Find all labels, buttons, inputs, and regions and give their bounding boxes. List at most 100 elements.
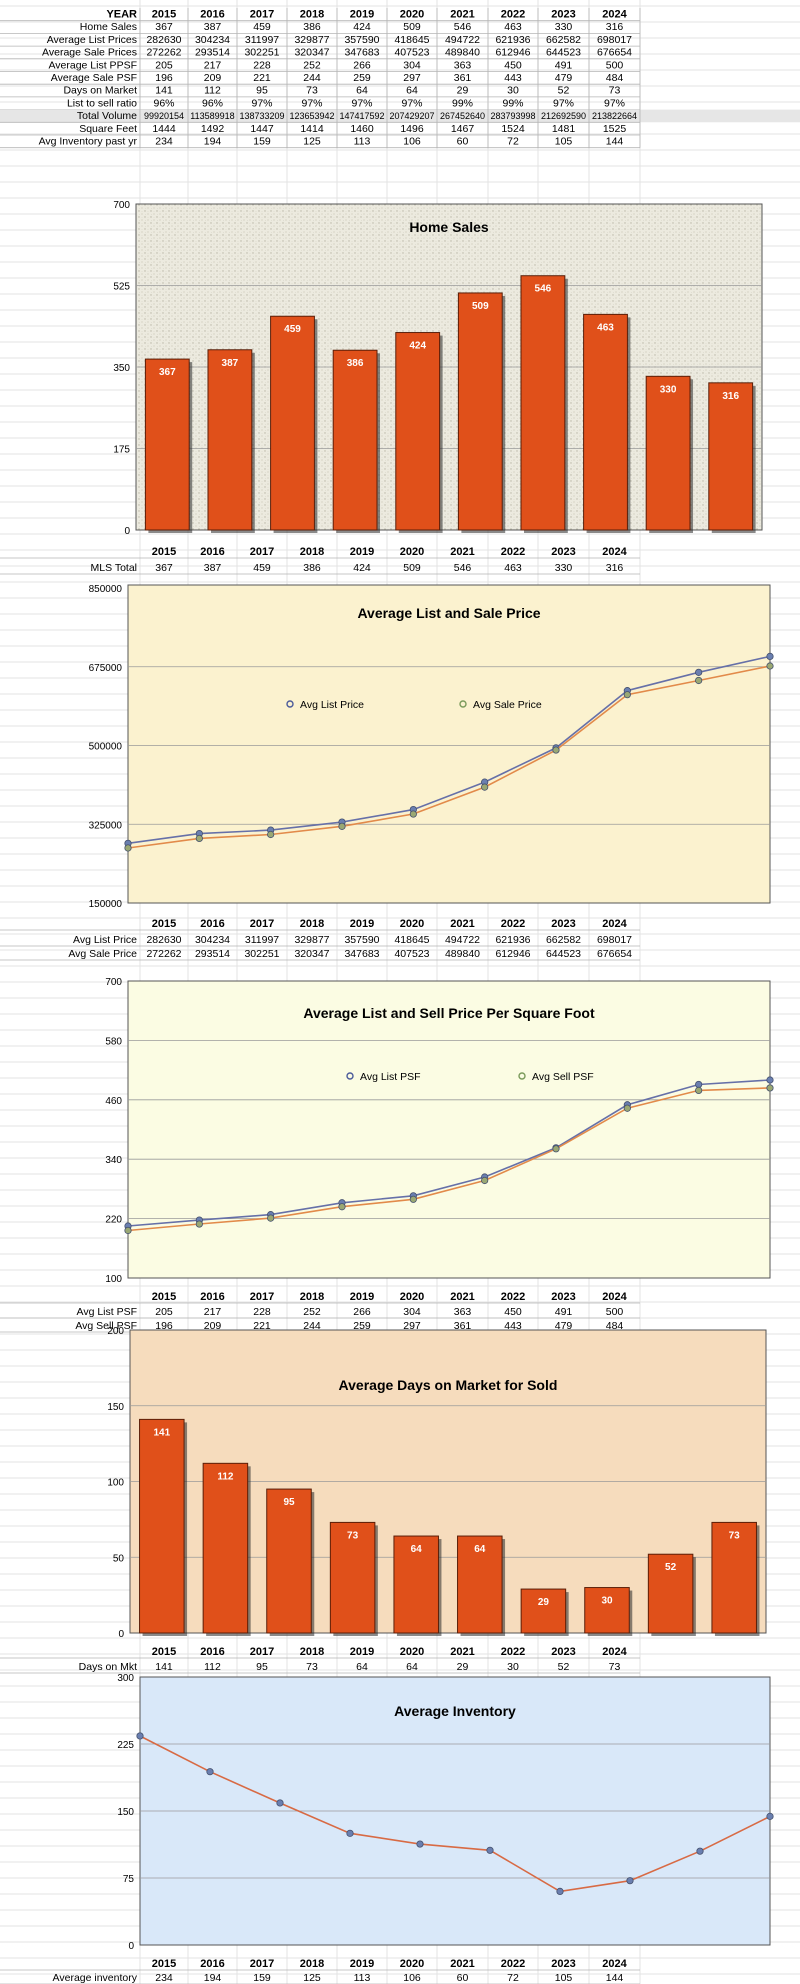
- header-year: 2018: [300, 9, 324, 21]
- table-cell: 196: [155, 72, 173, 84]
- bar-value-label: 29: [538, 1597, 550, 1608]
- data-point: [695, 1080, 703, 1089]
- bar: [144, 358, 190, 531]
- chart-table-cell: 29: [457, 1661, 469, 1673]
- header-year: 2020: [400, 9, 424, 21]
- chart-table-cell: 612946: [495, 948, 530, 960]
- y-tick-label: 300: [117, 1673, 134, 1684]
- table-cell: 217: [204, 59, 222, 71]
- table-cell: 1414: [300, 123, 324, 135]
- chart-table-label: Avg List PSF: [77, 1306, 138, 1318]
- table-cell: 698017: [597, 34, 632, 46]
- table-cell: 266: [353, 59, 371, 71]
- table-cell: 113589918: [190, 111, 234, 121]
- table-row-label: Total Volume: [77, 110, 137, 122]
- y-tick-label: 150: [117, 1807, 134, 1818]
- data-point: [206, 1768, 214, 1776]
- table-cell: 283793998: [490, 111, 535, 121]
- table-cell: 147417592: [339, 111, 384, 121]
- table-cell: 494722: [445, 34, 480, 46]
- table-cell: 386: [303, 21, 321, 33]
- table-cell: 662582: [546, 34, 581, 46]
- summary-table: YEAR 2015 2016 2017 2018 2019 2020 2021 2022 2023…: [0, 8, 800, 149]
- table-row-label: Avg Inventory past yr: [39, 136, 138, 148]
- x-tick-label: 2024: [602, 1646, 627, 1658]
- table-cell: 30: [507, 85, 519, 97]
- chart-table-cell: 484: [606, 1320, 624, 1332]
- table-cell: 99%: [452, 97, 473, 109]
- chart-table-cell: 282630: [146, 934, 181, 946]
- x-tick-label: 2017: [250, 1958, 274, 1970]
- table-cell: 424: [353, 21, 371, 33]
- table-cell: 676654: [597, 47, 632, 59]
- header-year: 2022: [501, 9, 525, 21]
- chart-table-cell: 30: [507, 1661, 519, 1673]
- data-point: [195, 834, 203, 843]
- data-point: [338, 822, 346, 830]
- chart-title: Average List and Sale Price: [357, 605, 540, 621]
- x-tick-label: 2021: [450, 1291, 474, 1303]
- table-cell: 1467: [451, 123, 475, 135]
- y-tick-label: 200: [107, 1326, 124, 1337]
- data-point: [623, 1104, 631, 1112]
- table-cell: 644523: [546, 47, 581, 59]
- legend-marker: [346, 1072, 354, 1080]
- chart-table-cell: 252: [303, 1306, 321, 1318]
- x-tick-label: 2019: [350, 546, 374, 558]
- table-cell: 387: [204, 21, 222, 33]
- x-tick-label: 2018: [300, 1291, 324, 1303]
- bar-value-label: 64: [411, 1544, 423, 1555]
- table-cell: 244: [303, 72, 321, 84]
- table-cell: 125: [303, 136, 321, 148]
- data-point: [552, 746, 560, 754]
- y-tick-label: 50: [113, 1553, 125, 1564]
- table-cell: 228: [253, 59, 271, 71]
- table-cell: 97%: [401, 97, 422, 109]
- table-cell: 320347: [294, 47, 329, 59]
- bar-value-label: 52: [665, 1562, 677, 1573]
- bar: [329, 1521, 376, 1634]
- table-cell: 311997: [245, 34, 279, 46]
- chart-table-cell: 407523: [394, 948, 429, 960]
- y-tick-label: 100: [107, 1478, 124, 1489]
- table-cell: 304234: [195, 34, 230, 46]
- chart-5: 0 75 150 225 300 Average Inventory 2015 2016 201…: [0, 1673, 774, 1984]
- x-tick-label: 2023: [551, 546, 575, 558]
- chart-table-cell: 205: [155, 1306, 173, 1318]
- y-tick-label: 0: [124, 526, 130, 537]
- chart-plot-area: [127, 980, 771, 1279]
- data-point: [276, 1799, 284, 1807]
- table-cell: 316: [606, 21, 624, 33]
- bar: [584, 1587, 630, 1634]
- x-tick-label: 2021: [450, 1646, 474, 1658]
- data-point: [766, 652, 774, 660]
- chart-1: 0 175 350 525 700 Home Sales 367 387 459 386 424 50…: [0, 200, 763, 575]
- table-cell: 1460: [350, 123, 374, 135]
- table-cell: 60: [457, 136, 469, 148]
- x-tick-label: 2023: [551, 918, 575, 930]
- table-row-label: Square Feet: [79, 123, 137, 135]
- chart-table-cell: 304234: [195, 934, 230, 946]
- table-cell: 1524: [501, 123, 525, 135]
- table-cell: 1447: [250, 123, 274, 135]
- x-tick-label: 2015: [152, 1646, 176, 1658]
- bar-value-label: 546: [535, 284, 552, 295]
- bar-value-label: 64: [474, 1544, 486, 1555]
- table-cell: 361: [454, 72, 472, 84]
- chart-table-cell: 418645: [394, 934, 429, 946]
- table-cell: 1444: [152, 123, 176, 135]
- bar: [270, 315, 315, 531]
- table-cell: 546: [454, 21, 472, 33]
- series-line: [139, 1735, 771, 1893]
- data-point: [409, 810, 417, 818]
- bar-value-label: 509: [472, 301, 489, 312]
- chart-table-cell: 459: [253, 562, 271, 574]
- table-cell: 97%: [301, 97, 322, 109]
- table-cell: 363: [454, 59, 472, 71]
- chart-table-cell: 234: [155, 1972, 173, 1984]
- data-point: [267, 830, 275, 839]
- x-tick-label: 2023: [551, 1958, 575, 1970]
- header-year: 2017: [250, 9, 274, 21]
- chart-title: Average Days on Market for Sold: [339, 1377, 558, 1393]
- x-tick-label: 2019: [350, 1291, 374, 1303]
